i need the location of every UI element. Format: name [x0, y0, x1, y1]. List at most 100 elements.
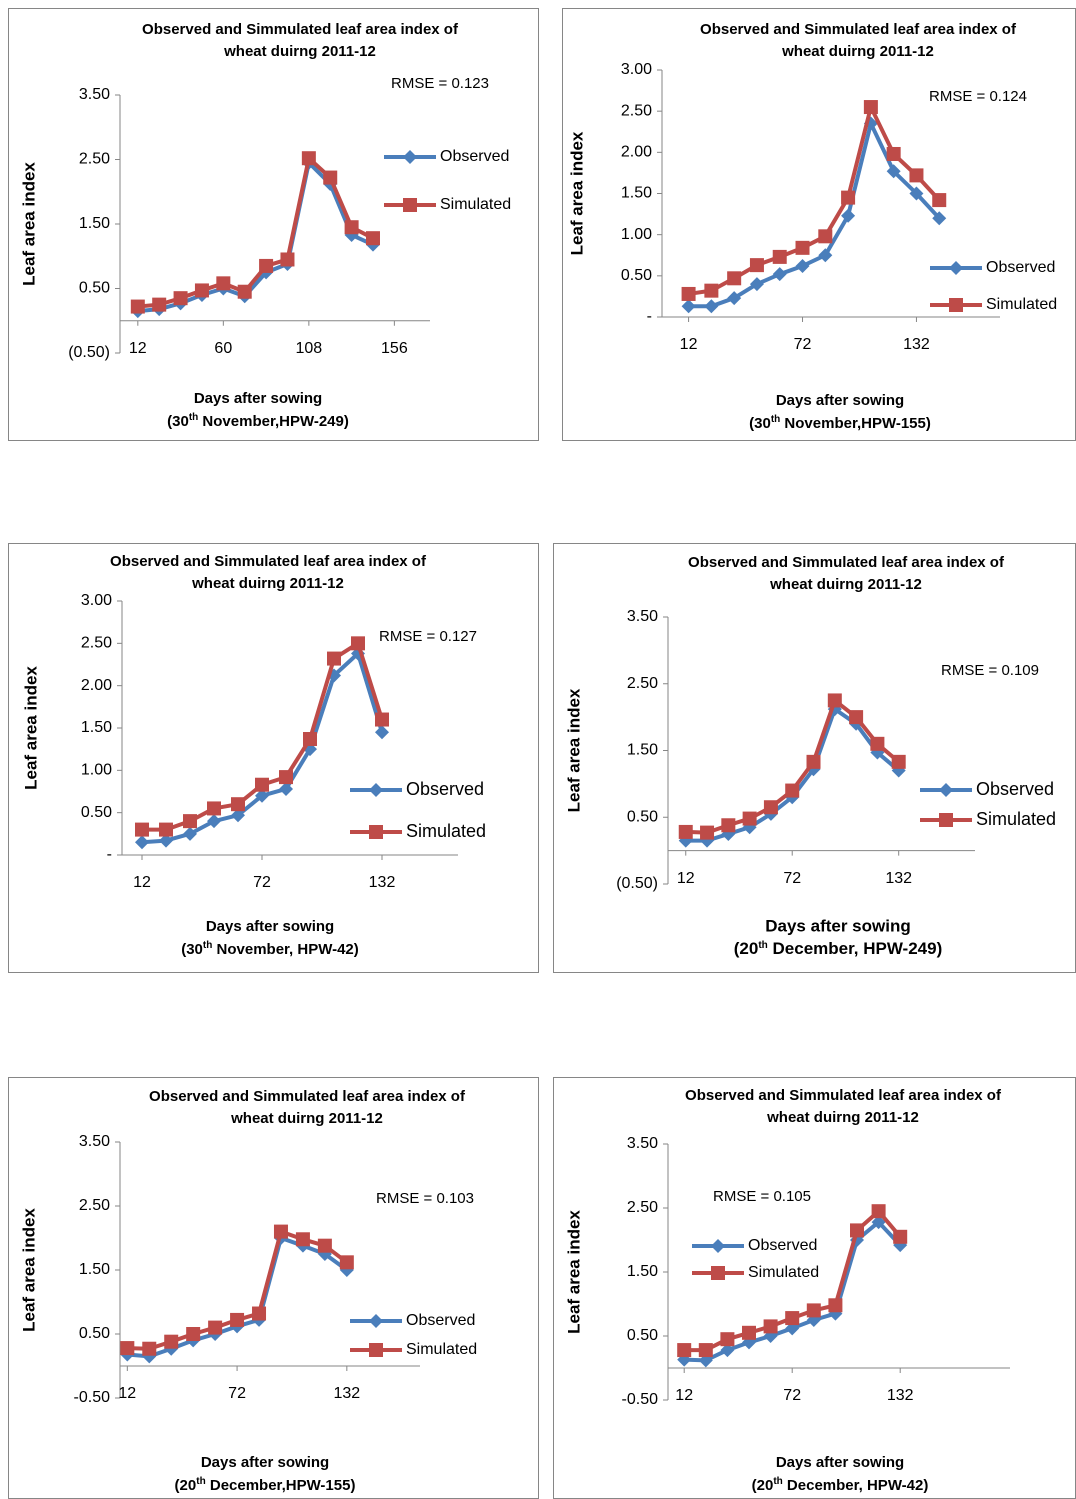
- y-tick-label: (0.50): [616, 875, 658, 892]
- y-tick-label: 1.50: [79, 215, 110, 232]
- marker-square: [677, 1343, 692, 1358]
- panel-border: [8, 1077, 539, 1499]
- marker-square: [742, 811, 757, 826]
- marker-square: [763, 1319, 778, 1334]
- chart-title: wheat duirng 2011-12: [230, 1110, 383, 1127]
- marker-square: [130, 299, 145, 314]
- marker-square: [720, 1332, 735, 1347]
- marker-square: [255, 777, 269, 792]
- note-part: (20: [752, 1477, 774, 1494]
- marker-square: [863, 100, 878, 115]
- chart-title: Observed and Simmulated leaf area index …: [149, 1088, 466, 1105]
- marker-diamond: [727, 291, 742, 306]
- marker-square: [704, 283, 719, 298]
- legend-label: Simulated: [748, 1264, 819, 1281]
- x-tick-label: 72: [228, 1385, 246, 1402]
- marker-square: [207, 801, 221, 816]
- legend-marker: [939, 813, 953, 827]
- x-tick-label: 72: [253, 874, 271, 891]
- marker-diamond: [681, 299, 696, 314]
- marker-square: [365, 231, 380, 246]
- chart-title: Observed and Simmulated leaf area index …: [688, 554, 1005, 571]
- x-tick-label: 132: [903, 336, 930, 353]
- marker-square: [252, 1306, 267, 1321]
- x-tick-label: 60: [214, 340, 232, 357]
- note-part: th: [773, 1476, 782, 1487]
- marker-diamond: [231, 808, 245, 823]
- x-tick-label: 12: [129, 340, 147, 357]
- marker-square: [280, 252, 295, 267]
- x-tick-label: 12: [675, 1387, 693, 1404]
- marker-diamond: [818, 248, 833, 263]
- marker-square: [806, 1303, 821, 1318]
- marker-square: [893, 1229, 908, 1244]
- y-tick-label: 1.50: [627, 742, 658, 759]
- marker-square: [327, 651, 341, 666]
- legend-label: Observed: [406, 1312, 475, 1329]
- marker-square: [806, 754, 821, 769]
- marker-square: [230, 1312, 245, 1327]
- marker-square: [237, 284, 252, 299]
- marker-diamond: [183, 826, 197, 841]
- marker-square: [681, 286, 696, 301]
- y-tick-label: 2.50: [627, 1199, 658, 1216]
- legend-label: Observed: [440, 148, 509, 165]
- note-part: December,HPW-155): [206, 1477, 356, 1494]
- x-tick-label: 132: [369, 874, 396, 891]
- x-axis-title: Days after sowing: [194, 390, 322, 407]
- marker-square: [344, 220, 359, 235]
- x-tick-label: 12: [118, 1385, 136, 1402]
- y-axis-title: Leaf area index: [21, 666, 40, 790]
- y-tick-label: 0.50: [81, 804, 112, 821]
- chart-panel: Observed and Simmulated leaf area index …: [562, 8, 1076, 441]
- chart-panel: Observed and Simmulated leaf area index …: [8, 543, 539, 973]
- marker-square: [700, 825, 715, 840]
- marker-square: [763, 800, 778, 815]
- chart-title: Observed and Simmulated leaf area index …: [700, 21, 1017, 38]
- rmse-annotation: RMSE = 0.124: [929, 88, 1027, 105]
- marker-square: [216, 276, 231, 291]
- note-part: (30: [749, 415, 771, 432]
- note-part: (20: [734, 939, 759, 958]
- y-tick-label: 0.50: [79, 280, 110, 297]
- note-part: November, HPW-42): [212, 941, 358, 958]
- marker-diamond: [886, 164, 901, 179]
- legend-label: Observed: [748, 1237, 817, 1254]
- marker-square: [870, 736, 885, 751]
- note-part: th: [771, 414, 780, 425]
- x-tick-label: 156: [381, 340, 408, 357]
- legend-label: Observed: [976, 779, 1054, 799]
- y-tick-label: (0.50): [68, 344, 110, 361]
- note-part: th: [203, 940, 212, 951]
- marker-square: [375, 712, 389, 727]
- y-axis-title: Leaf area index: [564, 688, 583, 812]
- chart-title: wheat duirng 2011-12: [766, 1109, 919, 1126]
- legend-marker: [403, 150, 417, 164]
- y-axis-title: Leaf area index: [19, 162, 38, 286]
- marker-square: [183, 814, 197, 829]
- x-tick-label: 132: [885, 870, 912, 887]
- marker-square: [678, 824, 693, 839]
- marker-square: [159, 822, 173, 837]
- note-part: November,HPW-155): [780, 415, 931, 432]
- y-axis-title: Leaf area index: [567, 131, 586, 255]
- marker-square: [849, 710, 864, 725]
- marker-square: [186, 1327, 201, 1341]
- y-tick-label: -0.50: [74, 1389, 111, 1406]
- marker-diamond: [279, 781, 293, 796]
- marker-square: [142, 1341, 157, 1356]
- legend-marker: [711, 1239, 725, 1253]
- y-tick-label: 1.50: [627, 1263, 658, 1280]
- chart-title: wheat duirng 2011-12: [223, 43, 376, 60]
- marker-square: [891, 754, 906, 769]
- marker-diamond: [841, 208, 856, 223]
- marker-diamond: [255, 788, 269, 803]
- marker-square: [828, 1298, 843, 1313]
- note-part: th: [196, 1476, 205, 1487]
- marker-square: [909, 168, 924, 183]
- note-part: November,HPW-249): [198, 413, 349, 430]
- y-tick-label: 1.50: [79, 1261, 110, 1278]
- rmse-annotation: RMSE = 0.123: [391, 75, 489, 92]
- note-part: (30: [181, 941, 203, 958]
